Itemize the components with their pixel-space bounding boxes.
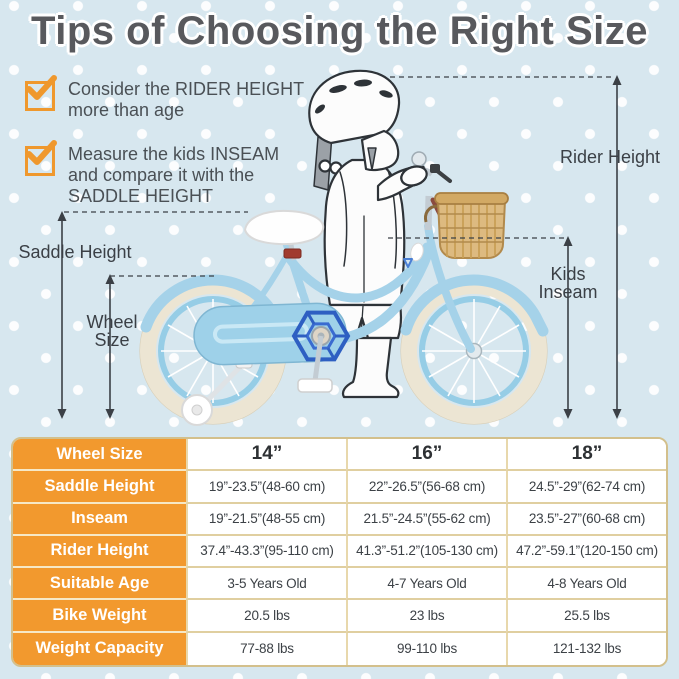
table-cell: 41.3”-51.2”(105-130 cm) (346, 535, 506, 569)
tip-line: more than age (68, 100, 185, 121)
tip-line: and compare it with the (68, 165, 255, 186)
table-cell: 20.5 lbs (186, 600, 346, 633)
table-cell: 19”-21.5”(48-55 cm) (186, 503, 346, 536)
crank-arm (312, 335, 324, 382)
table-row-label: Wheel Size (13, 439, 186, 472)
kids-inseam-label: Kids Inseam (520, 265, 616, 301)
table-cell: 19”-23.5”(48-60 cm) (186, 471, 346, 504)
saddle-height-label: Saddle Height (10, 243, 140, 261)
wheel-size-label: Wheel Size (70, 313, 154, 349)
tip-item: Measure the kids INSEAM and compare it w… (25, 140, 335, 207)
handlebar-stem (424, 195, 433, 231)
tip-line: Consider the RIDER HEIGHT (68, 79, 305, 99)
table-cell: 37.4”-43.3”(95-110 cm) (186, 535, 346, 569)
table-cell: 23 lbs (346, 600, 506, 633)
saddle (243, 209, 325, 246)
tips-list: Consider the RIDER HEIGHT more than age … (25, 75, 335, 230)
rider-hand (400, 165, 428, 187)
rider-height-label: Rider Height (546, 148, 674, 166)
table-cell: 14” (186, 439, 346, 472)
page-title: Tips of Choosing the Right Size (31, 9, 648, 53)
tip-line: SADDLE HEIGHT (68, 186, 214, 207)
basket-icon (424, 192, 509, 259)
wheel-size-text: Wheel (86, 312, 138, 332)
rear-fender (140, 274, 277, 333)
table-cell: 4-7 Years Old (346, 568, 506, 601)
table-row-label: Rider Height (13, 535, 186, 569)
table-cell: 18” (506, 439, 666, 472)
saddle-height-text: Saddle Height (18, 242, 132, 262)
table-cell: 99-110 lbs (346, 632, 506, 665)
table-row-label: Saddle Height (13, 471, 186, 504)
front-wheel-icon (400, 277, 548, 425)
kids-inseam-text: Kids (550, 264, 586, 284)
tip-text: Measure the kids INSEAM and compare it w… (68, 144, 279, 207)
table-cell: 77-88 lbs (186, 632, 346, 665)
kids-inseam-text: Inseam (538, 282, 598, 302)
size-table: Wheel Size 14” 16” 18” Saddle Height 19”… (11, 437, 668, 667)
table-cell: 23.5”-27”(60-68 cm) (506, 503, 666, 536)
bicycle (139, 151, 549, 426)
table-row-label: Suitable Age (13, 568, 186, 601)
check-icon (25, 75, 57, 111)
front-fender (400, 274, 549, 337)
chain-guard (193, 302, 347, 366)
wheel-size-text: Size (94, 330, 130, 350)
table-cell: 47.2”-59.1”(120-150 cm) (506, 535, 666, 569)
table-row-label: Bike Weight (13, 600, 186, 633)
table-row-label: Inseam (13, 503, 186, 536)
brake-lever (434, 168, 452, 183)
bike-illustration (57, 69, 622, 426)
rider-height-text: Rider Height (559, 147, 661, 167)
table-cell: 121-132 lbs (506, 632, 666, 665)
table-cell: 24.5”-29”(62-74 cm) (506, 471, 666, 504)
tip-text: Consider the RIDER HEIGHT more than age (68, 79, 304, 121)
bell-icon (411, 151, 427, 167)
table-row-label: Weight Capacity (13, 632, 186, 665)
tip-line: Measure the kids INSEAM (68, 144, 280, 165)
table-cell: 4-8 Years Old (506, 568, 666, 601)
frame-badge (410, 242, 424, 262)
check-icon (25, 140, 57, 177)
table-cell: 21.5”-24.5”(55-62 cm) (346, 503, 506, 536)
table-cell: 16” (346, 439, 506, 472)
seat-clamp (283, 248, 302, 259)
table-cell: 25.5 lbs (506, 600, 666, 633)
frame-logo-icon (403, 258, 413, 268)
tip-item: Consider the RIDER HEIGHT more than age (25, 75, 335, 121)
table-cell: 22”-26.5”(56-68 cm) (346, 471, 506, 504)
table-cell: 3-5 Years Old (186, 568, 346, 601)
measurement-arrows (57, 75, 622, 419)
pedal (297, 378, 333, 393)
